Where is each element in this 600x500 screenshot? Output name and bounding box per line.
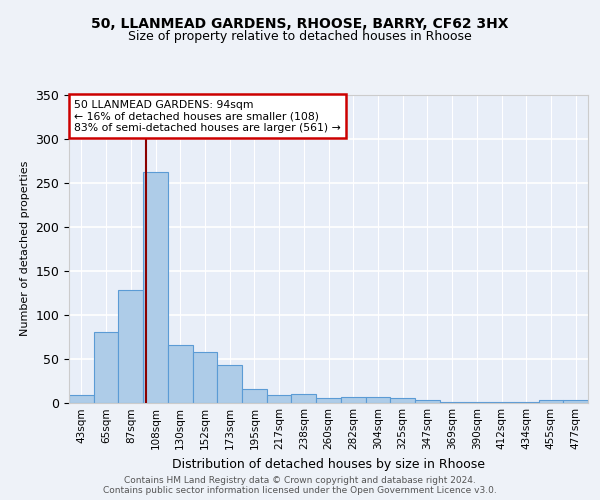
Bar — [143, 172, 168, 402]
Bar — [193, 352, 217, 403]
Text: Contains HM Land Registry data © Crown copyright and database right 2024.
Contai: Contains HM Land Registry data © Crown c… — [103, 476, 497, 495]
Bar — [539, 400, 563, 402]
Bar — [415, 400, 440, 402]
Bar — [242, 390, 267, 402]
Bar — [341, 397, 365, 402]
Bar — [168, 346, 193, 403]
Bar — [390, 398, 415, 402]
Bar — [69, 396, 94, 402]
Text: Size of property relative to detached houses in Rhoose: Size of property relative to detached ho… — [128, 30, 472, 43]
Bar — [316, 398, 341, 402]
Y-axis label: Number of detached properties: Number of detached properties — [20, 161, 30, 336]
Bar — [118, 290, 143, 403]
Bar — [292, 394, 316, 402]
Bar — [563, 400, 588, 402]
Bar — [94, 332, 118, 402]
Bar — [217, 364, 242, 403]
Bar — [267, 396, 292, 402]
X-axis label: Distribution of detached houses by size in Rhoose: Distribution of detached houses by size … — [172, 458, 485, 471]
Text: 50 LLANMEAD GARDENS: 94sqm
← 16% of detached houses are smaller (108)
83% of sem: 50 LLANMEAD GARDENS: 94sqm ← 16% of deta… — [74, 100, 341, 133]
Text: 50, LLANMEAD GARDENS, RHOOSE, BARRY, CF62 3HX: 50, LLANMEAD GARDENS, RHOOSE, BARRY, CF6… — [91, 18, 509, 32]
Bar — [365, 397, 390, 402]
